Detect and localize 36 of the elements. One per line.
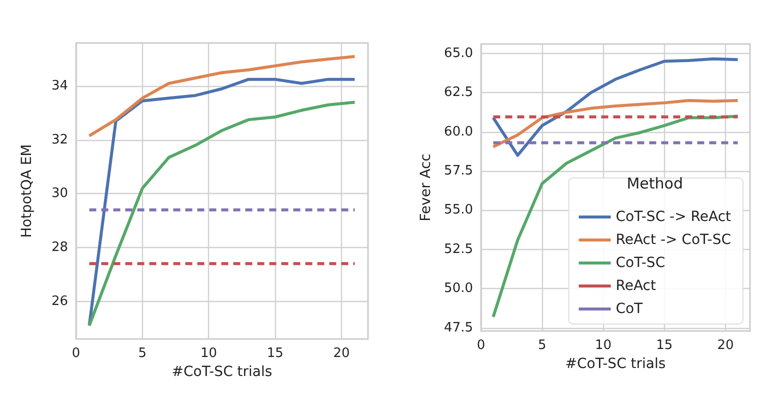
legend-label: CoT (616, 301, 644, 317)
y-tick-label: 50.0 (444, 281, 473, 296)
y-tick-label: 62.5 (444, 85, 473, 100)
y-tick-label: 26 (51, 294, 68, 309)
y-tick-label: 60.0 (444, 124, 473, 140)
line-series (492, 98, 740, 148)
y-axis-title: HotpotQA EM (19, 144, 35, 238)
y-axis-title: Fever Acc (418, 154, 434, 222)
x-tick-label: 0 (476, 338, 486, 353)
y-tick-label: 28 (51, 240, 68, 256)
line-series (492, 57, 740, 157)
legend-title: Method (626, 174, 684, 192)
x-axis-title: #CoT-SC trials (172, 364, 272, 380)
y-tick-label: 30 (51, 186, 68, 202)
x-tick-label: 20 (717, 338, 734, 353)
y-tick-label: 32 (51, 132, 68, 148)
x-tick-label: 0 (72, 346, 80, 361)
y-tick-label: 47.5 (444, 320, 473, 336)
x-tick-label: 5 (538, 338, 546, 353)
y-tick-label: 52.5 (444, 242, 473, 257)
x-axis-title: #CoT-SC trials (565, 356, 666, 372)
x-tick-label: 15 (656, 338, 673, 353)
legend-label: CoT-SC -> ReAct (616, 209, 732, 225)
y-tick-label: 57.5 (444, 164, 473, 179)
y-tick-label: 55.0 (444, 202, 473, 218)
x-tick-label: 5 (138, 346, 147, 361)
legend-label: ReAct (616, 278, 657, 294)
y-tick-label: 65.0 (444, 46, 473, 61)
legend-label: CoT-SC (616, 255, 666, 271)
y-tick-label: 34 (51, 78, 68, 94)
x-tick-label: 10 (200, 346, 217, 361)
legend-label: ReAct -> CoT-SC (616, 232, 732, 248)
x-tick-label: 20 (333, 346, 350, 361)
x-tick-label: 10 (595, 338, 612, 353)
x-tick-label: 15 (266, 346, 284, 361)
line-series (88, 54, 356, 138)
